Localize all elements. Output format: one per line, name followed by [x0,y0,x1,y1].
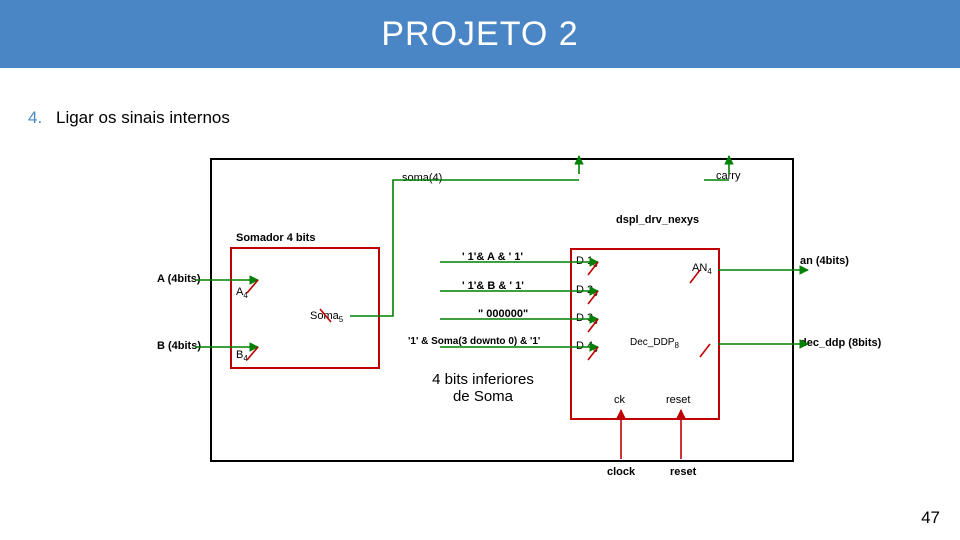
label-a-in: A (4bits) [157,273,201,285]
label-sig1: ' 1'& A & ' 1' [462,251,523,263]
note-4bits: 4 bits inferiores de Soma [408,371,558,406]
label-soma5: Soma5 [310,310,343,324]
label-reset-in: reset [666,394,690,406]
label-d4: D 46 [576,340,598,354]
page-title: PROJETO 2 [381,15,578,54]
label-ck: ck [614,394,625,406]
label-sig4: '1' & Soma(3 downto 0) & '1' [408,336,540,347]
page-number: 47 [921,508,940,528]
title-bar: PROJETO 2 [0,0,960,68]
step-number: 4. [28,108,42,128]
label-decddp: Dec_DDP8 [630,337,679,350]
label-carry: carry [716,170,740,182]
label-d3: D 36 [576,312,598,326]
label-somador: Somador 4 bits [236,232,315,244]
label-an4: AN4 [692,262,712,276]
label-clock: clock [607,466,635,478]
label-dec-out: dec_ddp (8bits) [800,337,881,349]
somador-block [230,247,380,369]
label-an-out: an (4bits) [800,255,849,267]
label-b-in: B (4bits) [157,340,201,352]
label-b4: B4 [236,349,248,363]
label-d1: D 16 [576,255,598,269]
label-dspl: dspl_drv_nexys [616,214,699,226]
label-a4: A4 [236,286,248,300]
label-reset: reset [670,466,696,478]
label-soma4: soma(4) [402,172,442,184]
step-text: Ligar os sinais internos [56,108,230,128]
label-sig3: " 000000" [478,308,528,320]
label-sig2: ' 1'& B & ' 1' [462,280,524,292]
label-d2: D 26 [576,284,598,298]
